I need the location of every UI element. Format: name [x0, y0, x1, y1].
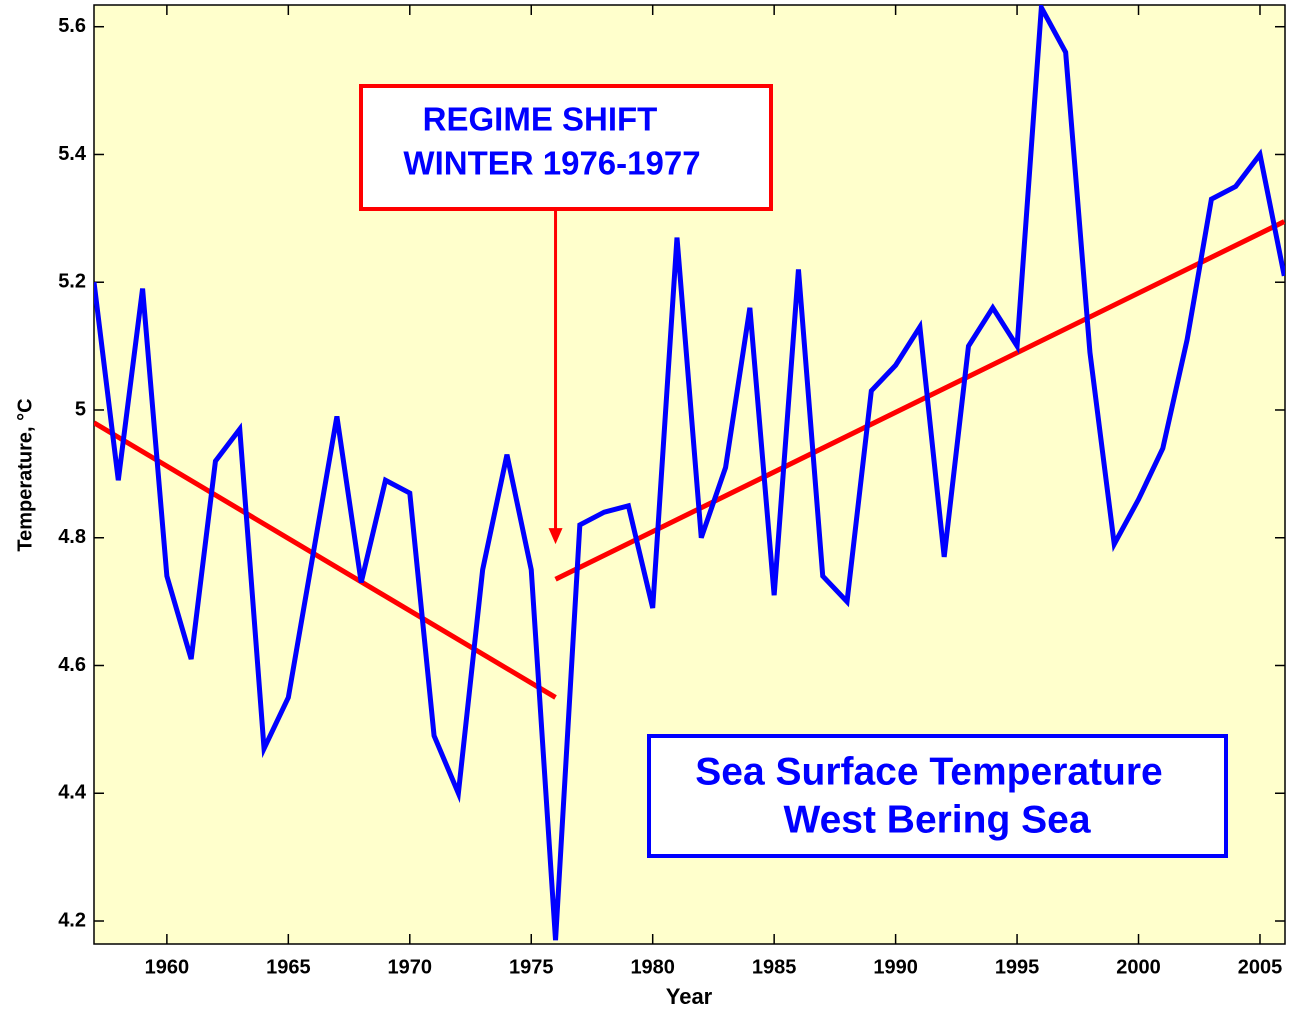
y-tick-label: 4.8	[58, 526, 86, 548]
caption-text: Sea Surface Temperature	[695, 750, 1163, 793]
x-tick-label: 1960	[145, 956, 190, 978]
annotation-box	[359, 84, 773, 211]
x-tick-label: 1995	[995, 956, 1040, 978]
annotation-text: WINTER 1976-1977	[403, 145, 700, 182]
caption-text: West Bering Sea	[783, 798, 1090, 841]
x-tick-label: 1970	[388, 956, 433, 978]
trend-line	[554, 219, 1285, 582]
x-tick-label: 1985	[752, 956, 797, 978]
data-line	[94, 5, 1285, 941]
y-tick-label: 5.2	[58, 271, 86, 293]
y-tick-label: 5.4	[58, 143, 87, 165]
x-tick-label: 1975	[509, 956, 554, 978]
trend-line	[94, 420, 557, 700]
x-tick-label: 2000	[1116, 956, 1161, 978]
y-axis-label: Temperature, °C	[14, 398, 36, 551]
x-tick-label: 2005	[1238, 956, 1283, 978]
y-tick-label: 4.2	[58, 909, 86, 931]
annotation-text: REGIME SHIFT	[423, 101, 658, 138]
annotation-arrowhead	[548, 528, 563, 545]
y-tick-label: 4.4	[58, 782, 87, 804]
x-tick-label: 1990	[873, 956, 918, 978]
x-axis-label: Year	[666, 984, 713, 1009]
plot-content	[94, 5, 1285, 941]
y-tick-label: 5.6	[58, 15, 86, 37]
x-tick-label: 1965	[266, 956, 311, 978]
y-tick-label: 4.6	[58, 654, 86, 676]
x-tick-label: 1980	[630, 956, 675, 978]
y-tick-label: 5	[75, 398, 86, 420]
caption-box	[647, 734, 1228, 858]
